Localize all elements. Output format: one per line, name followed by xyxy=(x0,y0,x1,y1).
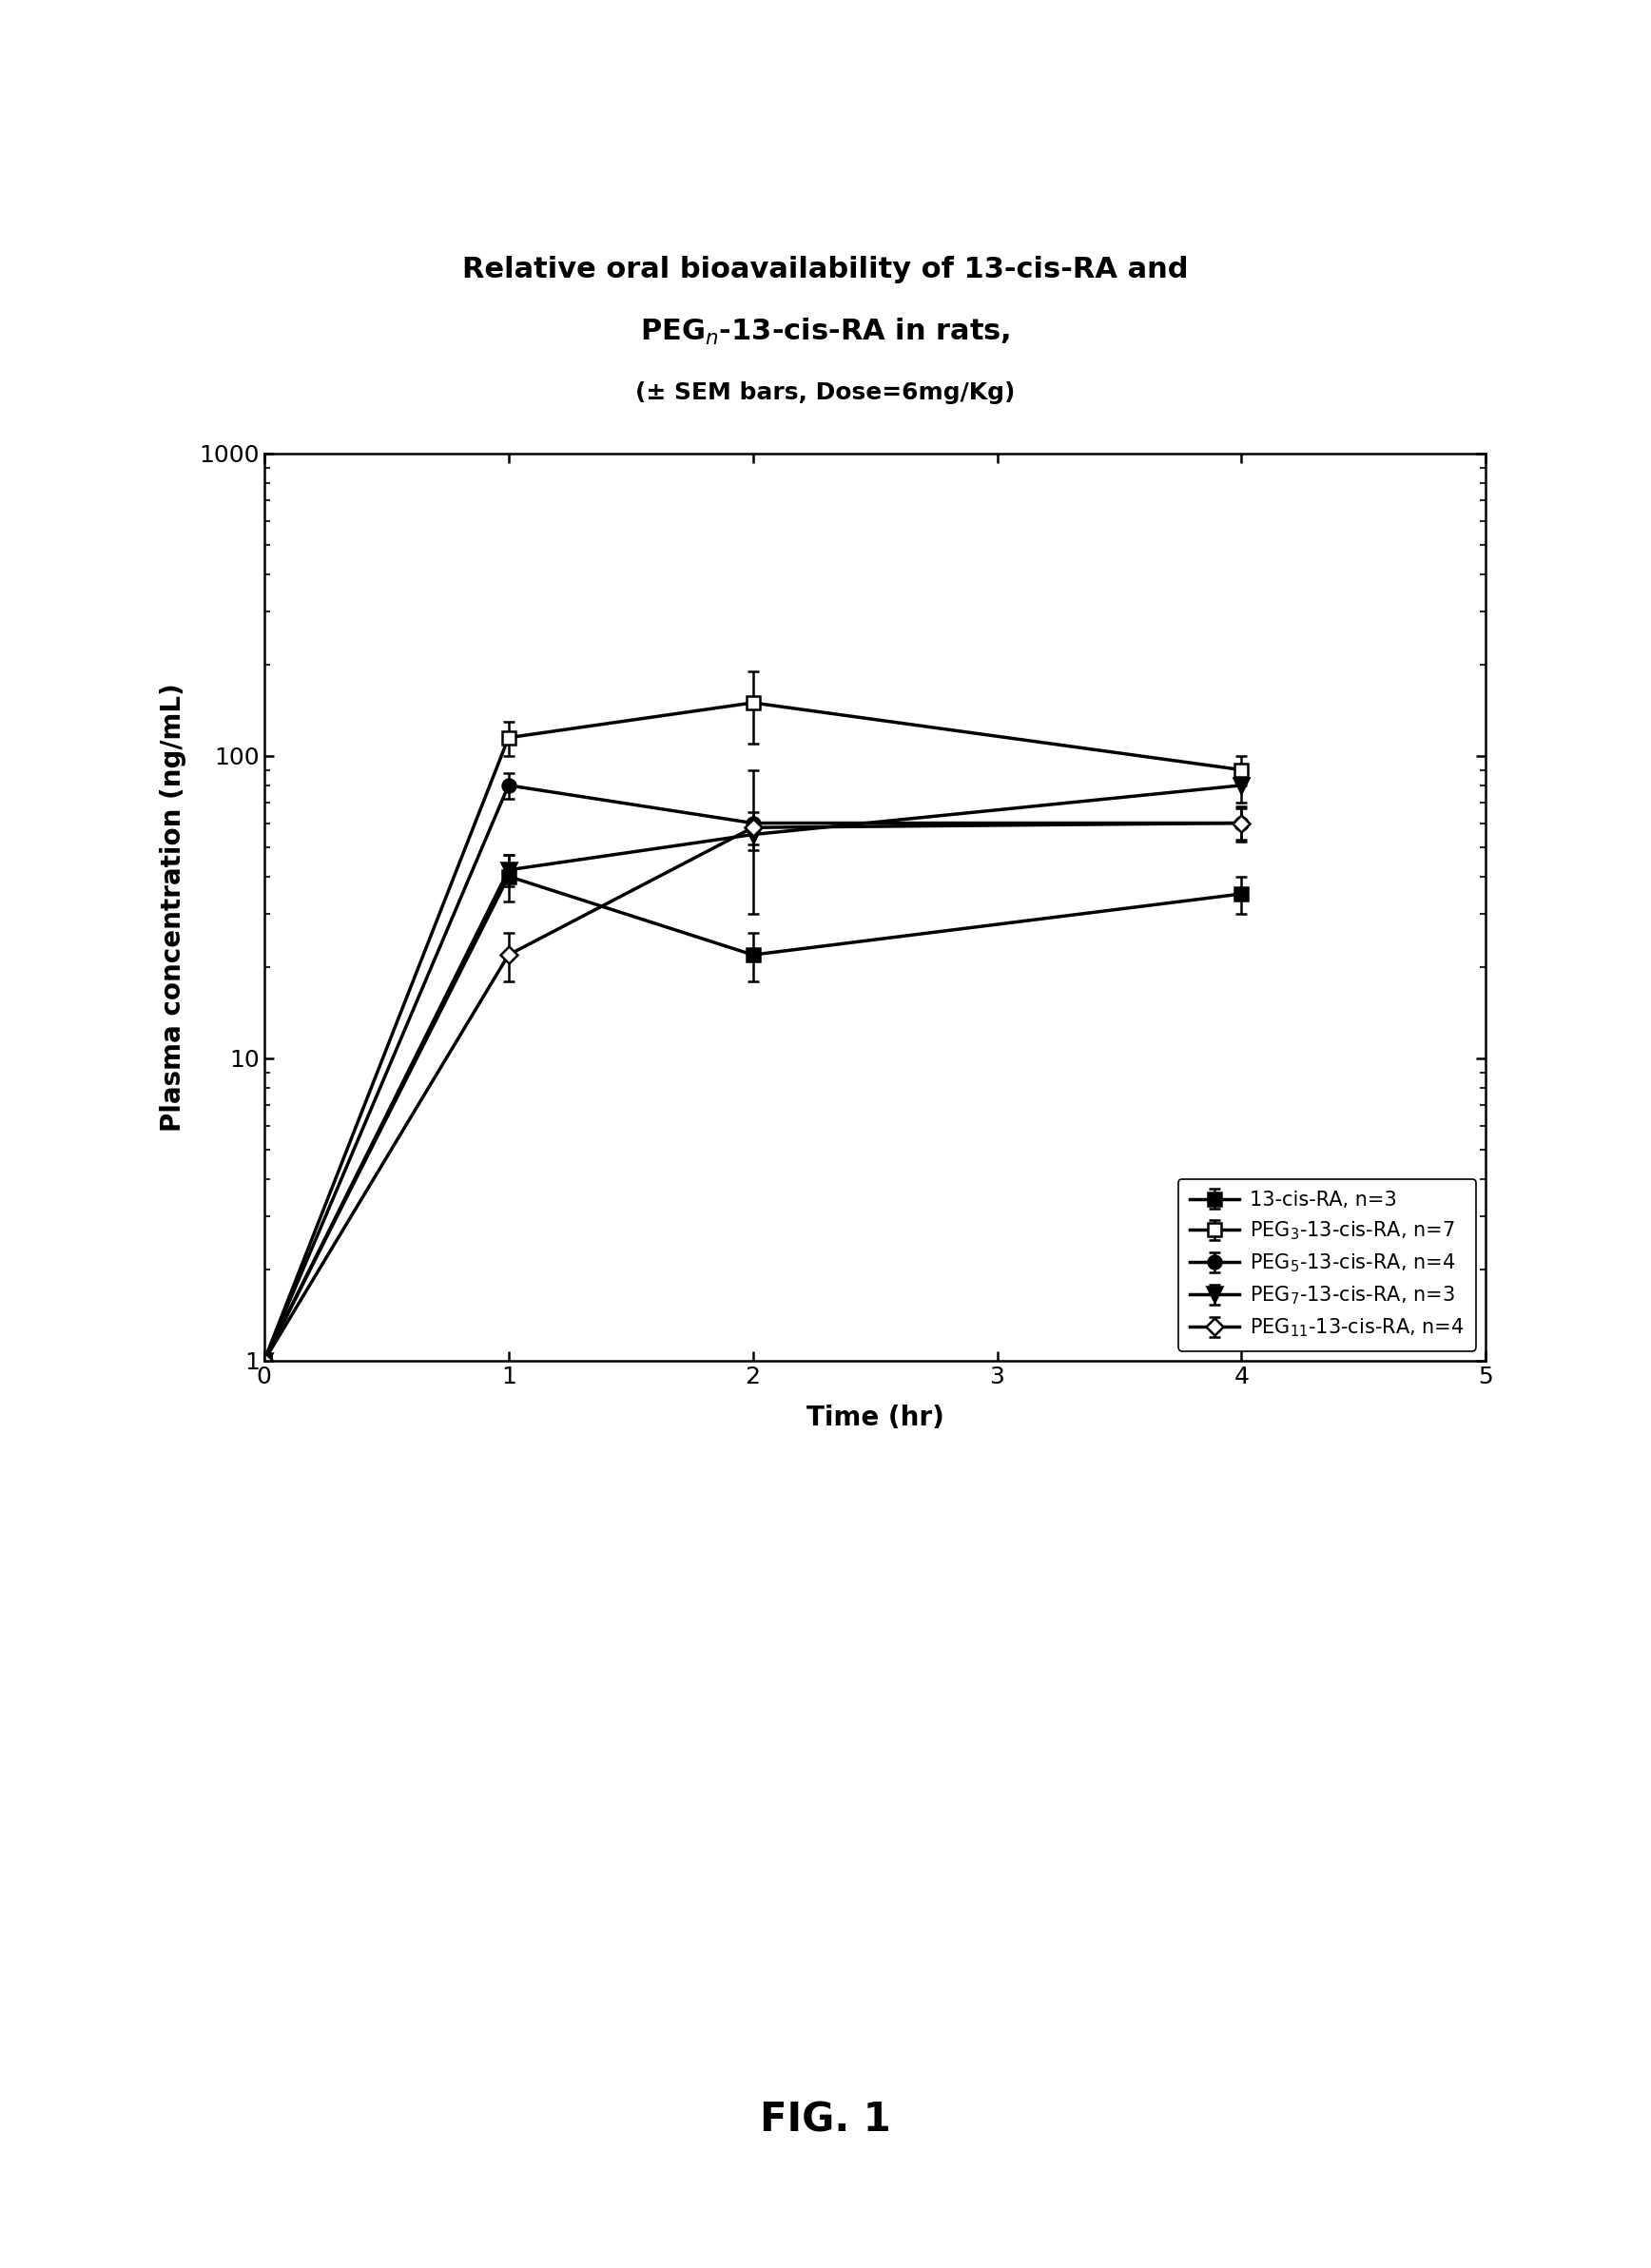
X-axis label: Time (hr): Time (hr) xyxy=(806,1404,944,1431)
Text: (± SEM bars, Dose=6mg/Kg): (± SEM bars, Dose=6mg/Kg) xyxy=(636,381,1015,404)
Text: PEG$_n$-13-cis-RA in rats,: PEG$_n$-13-cis-RA in rats, xyxy=(641,318,1010,347)
Y-axis label: Plasma concentration (ng/mL): Plasma concentration (ng/mL) xyxy=(158,683,187,1132)
Text: FIG. 1: FIG. 1 xyxy=(759,2100,892,2141)
Legend: 13-cis-RA, n=3, PEG$_3$-13-cis-RA, n=7, PEG$_5$-13-cis-RA, n=4, PEG$_7$-13-cis-R: 13-cis-RA, n=3, PEG$_3$-13-cis-RA, n=7, … xyxy=(1179,1179,1476,1352)
Text: Relative oral bioavailability of 13-cis-RA and: Relative oral bioavailability of 13-cis-… xyxy=(462,256,1189,284)
